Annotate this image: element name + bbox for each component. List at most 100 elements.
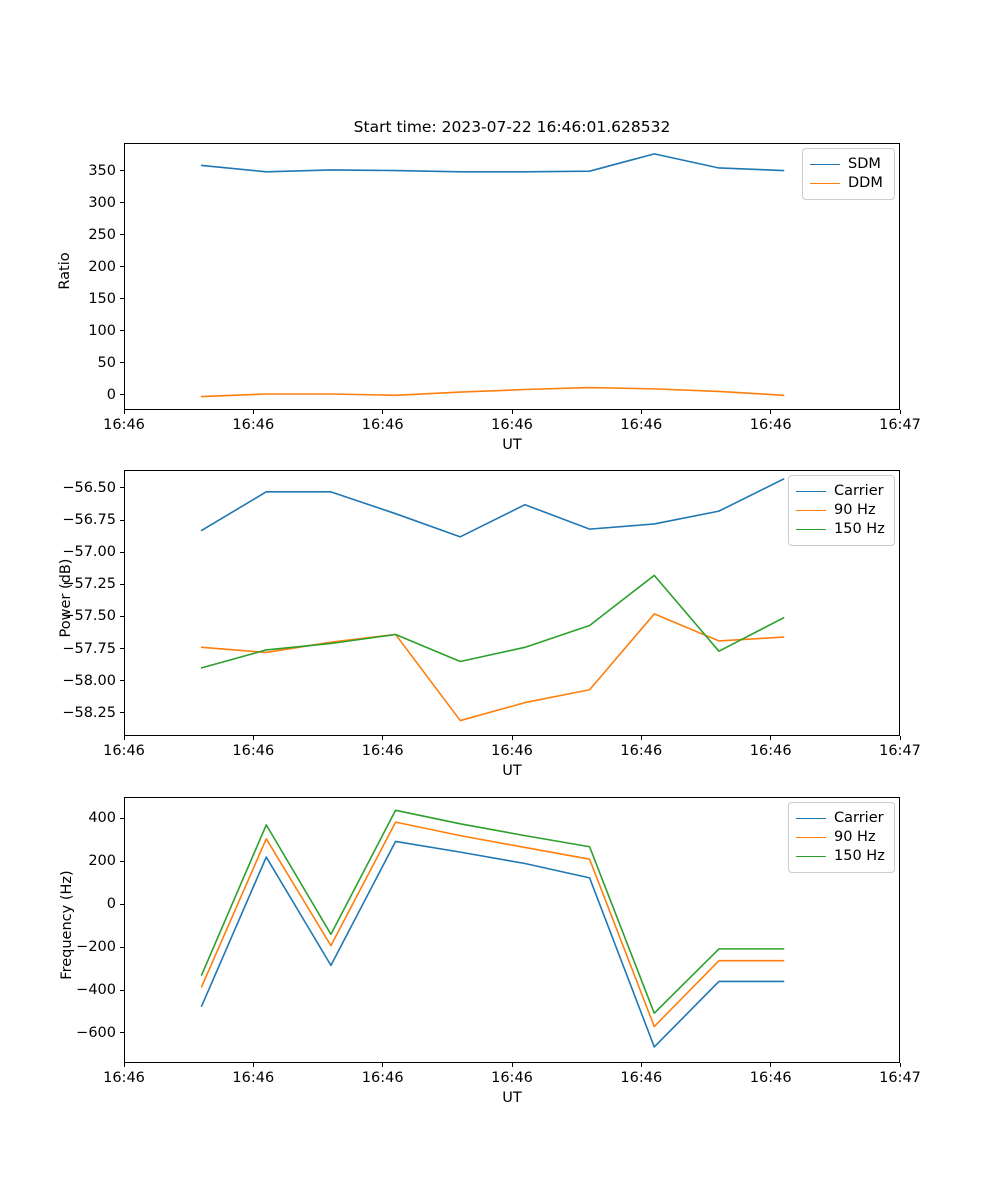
ytick-mark	[120, 487, 124, 489]
ytick-mark	[120, 551, 124, 553]
xtick-mark	[899, 410, 901, 414]
xtick-label: 16:46	[491, 743, 533, 759]
legend-frequency[interactable]: Carrier 90 Hz 150 Hz	[788, 802, 895, 873]
legend-label: Carrier	[834, 483, 884, 499]
legend-item[interactable]: 90 Hz	[796, 828, 887, 847]
xtick-label: 16:46	[361, 417, 404, 433]
ytick-label: −58.25	[62, 704, 116, 721]
ytick-mark	[120, 234, 124, 236]
ytick-mark	[120, 170, 124, 172]
legend-item[interactable]: 150 Hz	[796, 847, 887, 866]
legend-item[interactable]: DDM	[810, 174, 887, 193]
xtick-label: 16:46	[620, 417, 663, 433]
legend-label: 90 Hz	[834, 502, 876, 518]
ytick-label: −200	[76, 939, 116, 956]
ytick-label: −57.50	[62, 608, 116, 625]
legend-line-swatch	[796, 491, 826, 492]
series-line-90-hz	[200, 613, 785, 722]
xtick-label: 16:46	[103, 743, 145, 759]
ytick-mark	[120, 648, 124, 650]
legend-item[interactable]: 150 Hz	[796, 520, 887, 539]
series-line-90-hz	[200, 821, 785, 1028]
legend-label: Carrier	[834, 810, 884, 826]
ytick-label: 300	[88, 194, 116, 211]
ytick-label: 200	[88, 258, 116, 275]
ytick-mark	[120, 903, 124, 905]
ytick-mark	[120, 202, 124, 204]
ytick-mark	[120, 362, 124, 364]
ytick-label: −56.50	[62, 479, 116, 496]
xlabel-power: UT	[502, 763, 522, 779]
axes-frame-power	[124, 470, 900, 736]
ytick-label: −58.00	[62, 672, 116, 689]
xtick-label: 16:46	[232, 417, 275, 433]
legend-item[interactable]: 90 Hz	[796, 501, 887, 520]
legend-line-swatch	[810, 164, 840, 165]
xtick-mark	[511, 410, 513, 414]
legend-item[interactable]: Carrier	[796, 482, 887, 501]
ytick-mark	[120, 680, 124, 682]
series-line-sdm	[200, 153, 785, 173]
xtick-mark	[770, 410, 772, 414]
ytick-label: −56.75	[62, 512, 116, 529]
series-line-150-hz	[200, 574, 785, 669]
ytick-mark	[120, 946, 124, 948]
xtick-mark	[899, 736, 901, 740]
ylabel-ratio: Ratio	[57, 252, 73, 290]
xtick-label: 16:46	[749, 1070, 792, 1086]
legend-line-swatch	[810, 183, 840, 184]
legend-line-swatch	[796, 510, 826, 511]
axes-frame-ratio	[124, 143, 900, 410]
ytick-mark	[120, 712, 124, 714]
legend-power[interactable]: Carrier 90 Hz 150 Hz	[788, 475, 895, 546]
xtick-label: 16:46	[749, 743, 792, 759]
series-line-carrier	[200, 478, 785, 538]
xtick-mark	[899, 1063, 901, 1067]
xtick-label: 16:47	[879, 743, 921, 759]
legend-label: 150 Hz	[834, 848, 885, 864]
ytick-label: 400	[88, 810, 116, 827]
xtick-label: 16:46	[361, 1070, 404, 1086]
xtick-label: 16:46	[749, 417, 792, 433]
ytick-label: 150	[88, 290, 116, 307]
ytick-label: 250	[88, 226, 116, 243]
xtick-mark	[252, 736, 254, 740]
ytick-label: −57.25	[62, 576, 116, 593]
legend-item[interactable]: Carrier	[796, 809, 887, 828]
xtick-mark	[252, 1063, 254, 1067]
xtick-label: 16:47	[879, 1070, 921, 1086]
xtick-mark	[511, 1063, 513, 1067]
legend-line-swatch	[796, 837, 826, 838]
xtick-label: 16:46	[620, 1070, 663, 1086]
legend-label: DDM	[848, 175, 883, 191]
ylabel-power: Power (dB)	[58, 558, 74, 638]
plot-lines-power	[200, 478, 785, 722]
ytick-label: −57.00	[62, 544, 116, 561]
xtick-mark	[770, 736, 772, 740]
xtick-label: 16:46	[103, 417, 145, 433]
xtick-mark	[123, 736, 125, 740]
xtick-mark	[511, 736, 513, 740]
ytick-label: 350	[88, 162, 116, 179]
ytick-mark	[120, 266, 124, 268]
legend-ratio[interactable]: SDM DDM	[802, 148, 895, 200]
ytick-mark	[120, 860, 124, 862]
plot-lines-frequency	[200, 809, 785, 1048]
ytick-label: 50	[97, 354, 116, 371]
xtick-mark	[123, 410, 125, 414]
ytick-mark	[120, 298, 124, 300]
series-line-ddm	[200, 386, 785, 398]
ytick-mark	[120, 1032, 124, 1034]
legend-item[interactable]: SDM	[810, 155, 887, 174]
plot-lines-ratio	[200, 153, 785, 398]
xtick-label: 16:46	[232, 743, 275, 759]
legend-line-swatch	[796, 818, 826, 819]
ytick-label: −400	[76, 982, 116, 999]
axes-power	[124, 470, 900, 736]
legend-label: SDM	[848, 156, 881, 172]
ytick-label: −57.75	[62, 640, 116, 657]
xtick-label: 16:46	[491, 417, 533, 433]
legend-label: 90 Hz	[834, 829, 876, 845]
xtick-mark	[382, 736, 384, 740]
ytick-mark	[120, 989, 124, 991]
